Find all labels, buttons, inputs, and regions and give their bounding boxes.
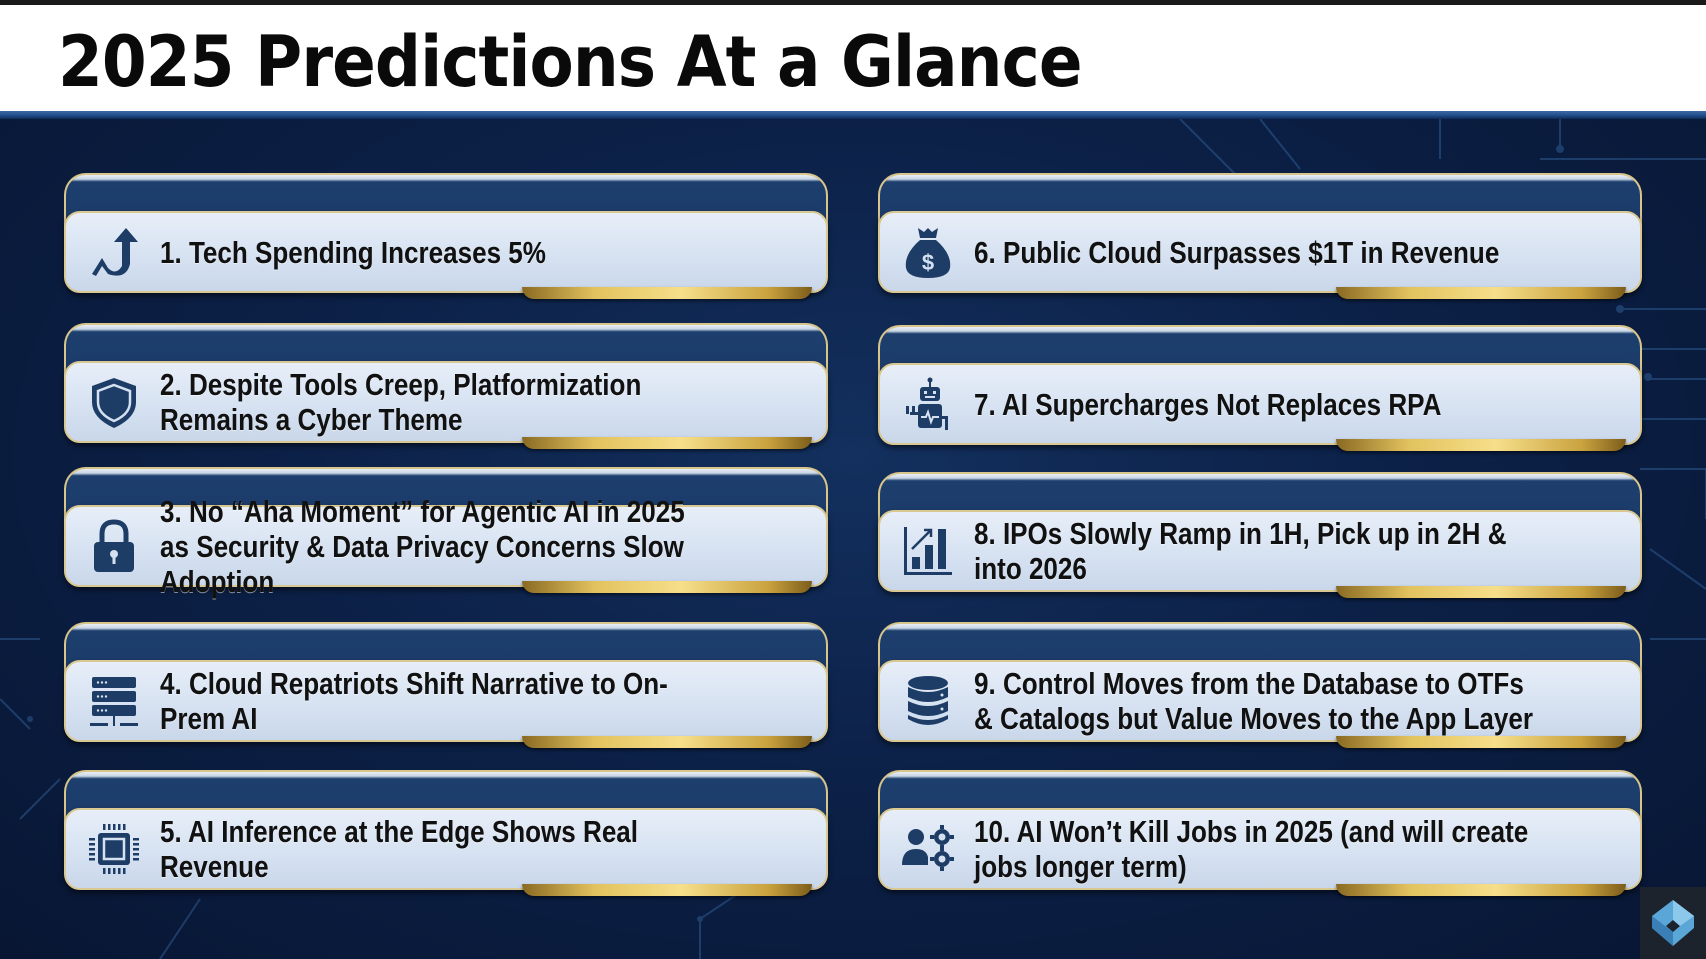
- slide-title: 2025 Predictions At a Glance: [58, 21, 1083, 103]
- prediction-card-7: 7. AI Supercharges Not Replaces RPA: [878, 325, 1642, 453]
- card-body: 1. Tech Spending Increases 5%: [64, 211, 828, 293]
- money-bag-icon: $: [898, 222, 958, 282]
- prediction-text: 8. IPOs Slowly Ramp in 1H, Pick up in 2H…: [974, 516, 1507, 586]
- gold-accent-bar: [1336, 439, 1626, 451]
- chip-icon: [84, 819, 144, 879]
- person-gears-icon: [898, 819, 958, 879]
- lock-icon: [84, 516, 144, 576]
- cube-logo-icon: [1652, 900, 1694, 946]
- card-body: 3. No “Aha Moment” for Agentic AI in 202…: [64, 494, 828, 599]
- header-divider: [0, 111, 1706, 119]
- corner-logo: [1640, 887, 1706, 959]
- prediction-card-9: 9. Control Moves from the Database to OT…: [878, 622, 1642, 750]
- gold-accent-bar: [1336, 586, 1626, 598]
- gold-accent-bar: [1336, 736, 1626, 748]
- prediction-card-4: 4. Cloud Repatriots Shift Narrative to O…: [64, 622, 828, 750]
- card-body: 9. Control Moves from the Database to OT…: [878, 660, 1642, 742]
- prediction-text: 4. Cloud Repatriots Shift Narrative to O…: [160, 666, 668, 736]
- card-body: 7. AI Supercharges Not Replaces RPA: [878, 363, 1642, 445]
- gold-accent-bar: [1336, 884, 1626, 896]
- robot-icon: [898, 374, 958, 434]
- prediction-text: 1. Tech Spending Increases 5%: [160, 234, 546, 270]
- svg-text:$: $: [922, 250, 934, 275]
- card-body: $ 6. Public Cloud Surpasses $1T in Reven…: [878, 211, 1642, 293]
- card-body: 10. AI Won’t Kill Jobs in 2025 (and will…: [878, 808, 1642, 890]
- card-body: 8. IPOs Slowly Ramp in 1H, Pick up in 2H…: [878, 510, 1642, 592]
- server-rack-icon: [84, 671, 144, 731]
- prediction-text: 9. Control Moves from the Database to OT…: [974, 666, 1534, 736]
- gold-accent-bar: [522, 581, 812, 593]
- top-border: [0, 0, 1706, 5]
- prediction-card-6: $ 6. Public Cloud Surpasses $1T in Reven…: [878, 173, 1642, 301]
- prediction-text: 5. AI Inference at the Edge Shows Real R…: [160, 814, 639, 884]
- prediction-card-2: 2. Despite Tools Creep, Platformization …: [64, 323, 828, 451]
- shield-icon: [84, 372, 144, 432]
- prediction-text: 6. Public Cloud Surpasses $1T in Revenue: [974, 234, 1500, 270]
- prediction-text: 7. AI Supercharges Not Replaces RPA: [974, 386, 1442, 422]
- slide-header: 2025 Predictions At a Glance: [0, 5, 1706, 111]
- prediction-card-5: 5. AI Inference at the Edge Shows Real R…: [64, 770, 828, 898]
- prediction-text: 3. No “Aha Moment” for Agentic AI in 202…: [160, 493, 685, 599]
- database-icon: [898, 671, 958, 731]
- card-body: 2. Despite Tools Creep, Platformization …: [64, 361, 828, 443]
- gold-accent-bar: [522, 437, 812, 449]
- card-body: 5. AI Inference at the Edge Shows Real R…: [64, 808, 828, 890]
- prediction-card-10: 10. AI Won’t Kill Jobs in 2025 (and will…: [878, 770, 1642, 898]
- gold-accent-bar: [522, 736, 812, 748]
- prediction-text: 10. AI Won’t Kill Jobs in 2025 (and will…: [974, 814, 1529, 884]
- gold-accent-bar: [522, 884, 812, 896]
- prediction-card-8: 8. IPOs Slowly Ramp in 1H, Pick up in 2H…: [878, 472, 1642, 600]
- bar-chart-growth-icon: [898, 521, 958, 581]
- trend-up-arrow-icon: [84, 222, 144, 282]
- gold-accent-bar: [522, 287, 812, 299]
- card-body: 4. Cloud Repatriots Shift Narrative to O…: [64, 660, 828, 742]
- prediction-card-3: 3. No “Aha Moment” for Agentic AI in 202…: [64, 467, 828, 599]
- prediction-card-1: 1. Tech Spending Increases 5%: [64, 173, 828, 301]
- gold-accent-bar: [1336, 287, 1626, 299]
- prediction-text: 2. Despite Tools Creep, Platformization …: [160, 367, 642, 437]
